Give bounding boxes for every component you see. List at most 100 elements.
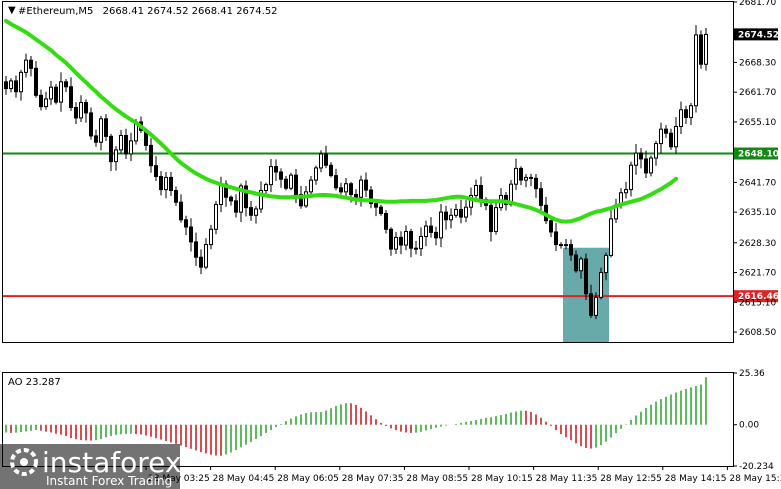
time-tick-label: 28 May 04:45 (213, 474, 275, 484)
price-tag (734, 147, 778, 160)
candle (684, 105, 688, 124)
candle (654, 140, 658, 166)
candle (574, 250, 578, 273)
candle (274, 159, 278, 181)
candle (399, 231, 403, 255)
candle (69, 77, 73, 111)
candle (354, 189, 358, 206)
candle (24, 53, 28, 78)
candle (269, 159, 273, 193)
price-tag-label: 2616.46 (738, 292, 779, 302)
price-tick-label: 2635.10 (739, 208, 776, 218)
ao-tick-label: 0.00 (739, 421, 759, 431)
candle (364, 172, 368, 198)
price-tick-label: 2621.70 (739, 269, 776, 279)
candle (94, 129, 98, 147)
candle (74, 102, 78, 125)
candle (444, 205, 448, 230)
candle (324, 145, 328, 169)
time-tick-label: 28 May 08:55 (406, 474, 468, 484)
candle (29, 56, 33, 77)
price-tick-label: 2628.30 (739, 239, 776, 249)
price-tick-label: 2608.50 (739, 328, 776, 338)
candle (279, 168, 283, 188)
candle (599, 267, 603, 300)
candle (19, 69, 23, 101)
candle (114, 146, 118, 171)
watermark-tagline: Instant Forex Trading (46, 474, 172, 488)
candle (389, 227, 393, 256)
price-tick-label: 2668.30 (739, 58, 776, 68)
candle (119, 129, 123, 154)
price-tag (734, 28, 778, 41)
watermark: instaforex Instant Forex Trading (0, 444, 181, 489)
candle (199, 249, 203, 275)
candle (474, 179, 478, 201)
candle (699, 30, 703, 69)
candle (214, 200, 218, 235)
candle (14, 75, 18, 98)
candle (369, 186, 373, 209)
candle (339, 182, 343, 195)
candle (159, 171, 163, 196)
candle (249, 201, 253, 221)
time-tick-label: 28 May 11:35 (536, 474, 598, 484)
candle (589, 284, 593, 319)
candle (584, 253, 588, 301)
candle (254, 206, 258, 224)
candle (329, 162, 333, 178)
candle (189, 218, 193, 252)
candle (84, 99, 88, 123)
candle (89, 107, 93, 140)
candle (374, 201, 378, 217)
ao-tick-label: 25.36 (739, 369, 765, 379)
candle (459, 199, 463, 224)
candle (404, 225, 408, 251)
candle (39, 89, 43, 111)
candle (564, 238, 568, 250)
candle (464, 200, 468, 223)
candle (229, 195, 233, 206)
candle (244, 180, 248, 217)
time-tick-label: 28 May 15:35 (729, 474, 781, 484)
candle (694, 25, 698, 113)
candle (174, 186, 178, 206)
candle (559, 242, 563, 249)
candle (689, 102, 693, 125)
candle (534, 174, 538, 198)
candle (569, 239, 573, 261)
candle (149, 138, 153, 173)
price-axis: 2681.70 2674.52 2668.30 2661.70 2655.10 2648.… (733, 0, 779, 338)
price-tag (734, 290, 778, 303)
candle (604, 252, 608, 281)
candle (289, 172, 293, 191)
time-tick-label: 28 May 10:15 (471, 474, 533, 484)
candle (109, 133, 113, 171)
price-panel-border (2, 1, 734, 343)
candle (194, 232, 198, 267)
candle (449, 208, 453, 229)
candle (529, 173, 533, 187)
time-tick-label: 28 May 14:15 (665, 474, 727, 484)
candle (519, 166, 523, 186)
candle (434, 226, 438, 246)
candle (164, 172, 168, 199)
candle (579, 256, 583, 279)
price-panel (3, 18, 733, 342)
candle (79, 95, 83, 122)
candle (594, 292, 598, 320)
candle (704, 28, 708, 71)
candle (419, 227, 423, 256)
candle (679, 101, 683, 135)
candle (649, 155, 653, 177)
chart-symbol: #Ethereum,M5 (18, 6, 93, 17)
candle (454, 204, 458, 218)
candle (624, 181, 628, 199)
candle (314, 165, 318, 185)
candle (59, 72, 63, 112)
candle (4, 76, 8, 95)
candle (64, 79, 68, 93)
ao-axis: 25.36 0.00 -20.234 (733, 369, 774, 472)
